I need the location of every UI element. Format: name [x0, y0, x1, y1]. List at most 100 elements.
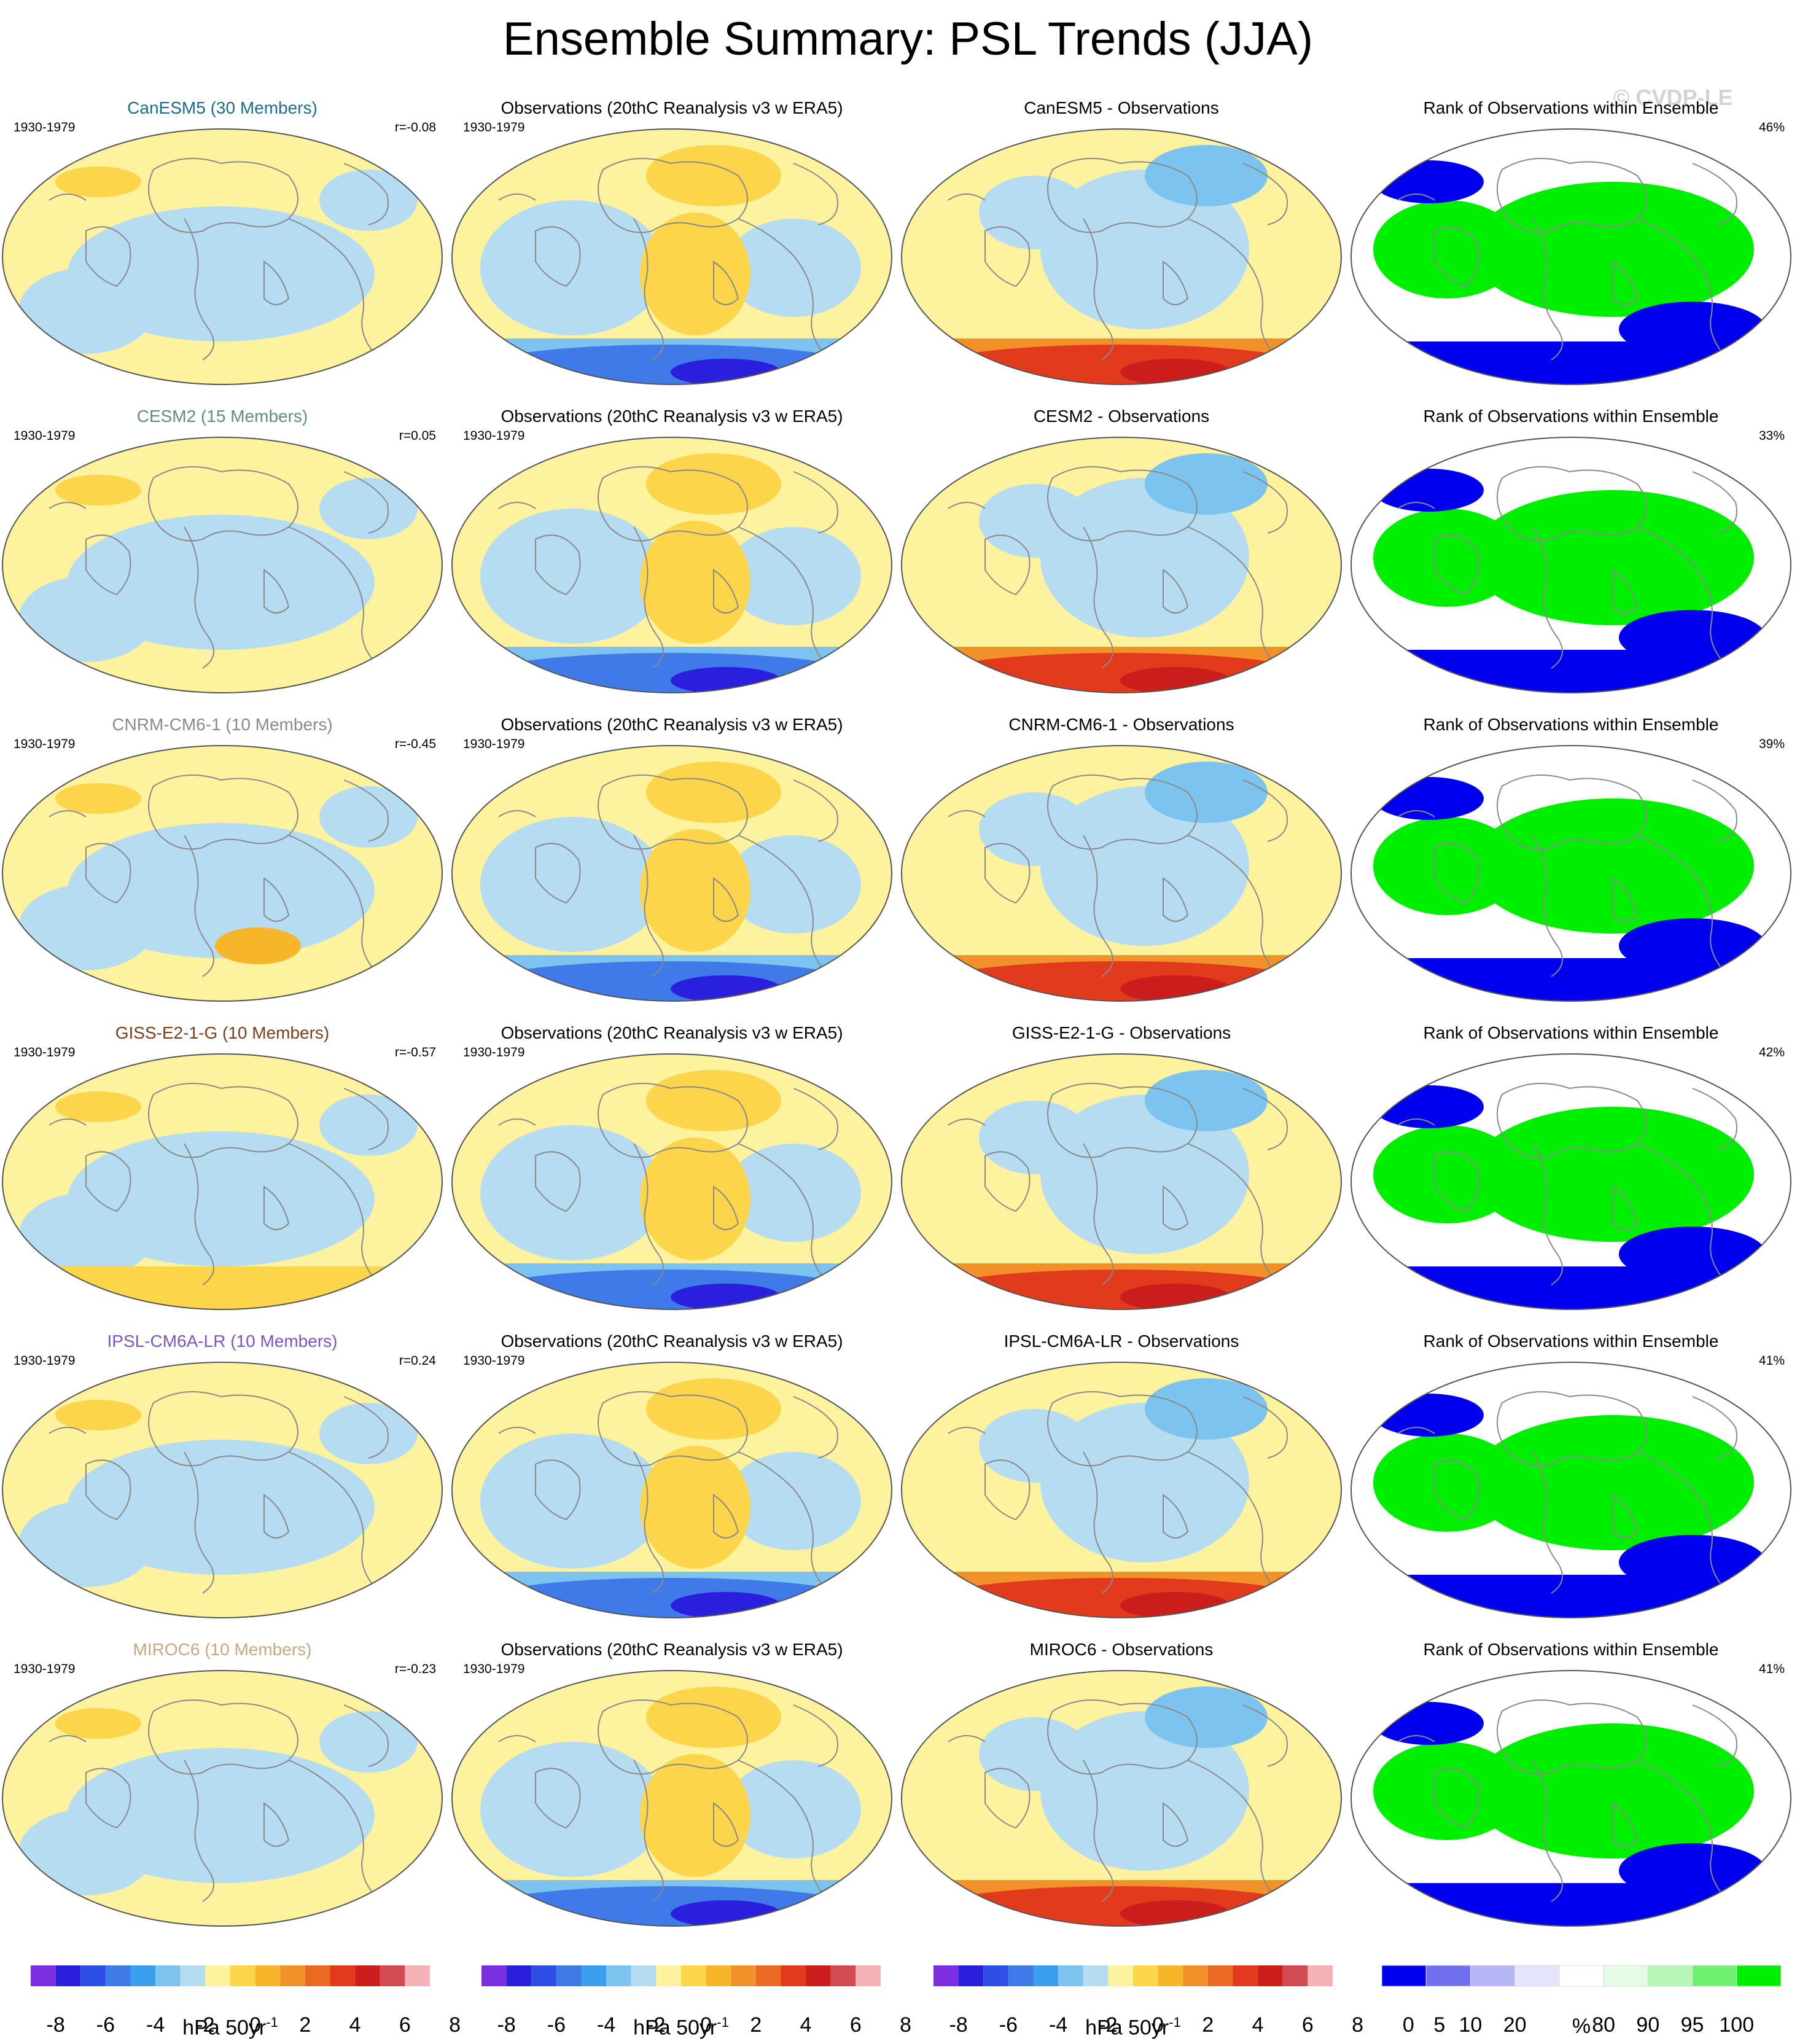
rank-panel: Rank of Observations within Ensemble 33% — [1349, 407, 1793, 695]
low-rank-region — [1351, 958, 1791, 1001]
positive-trend-region — [55, 166, 141, 197]
colorbar-tick-label: -6 — [999, 2013, 1018, 2037]
period-label: 1930-1979 — [14, 120, 76, 135]
period-label: 1930-1979 — [14, 1662, 76, 1676]
diff-title: CESM2 - Observations — [1033, 407, 1210, 426]
colorbar-swatch — [506, 1965, 532, 1986]
colorbar-tick-labels: 0 5 10 20 80 90 95 100 — [1382, 2013, 1781, 2038]
coastline — [1612, 569, 1639, 614]
coastline — [1532, 835, 1563, 977]
positive-trend-region — [640, 1754, 750, 1877]
obs-panel: Observations (20thC Reanalysis v3 w ERA5… — [450, 715, 894, 1004]
colorbar-tick-label: 8 — [449, 2013, 461, 2037]
colorbar-swatch — [55, 1965, 81, 1986]
map-outline — [901, 1362, 1342, 1618]
diff-panel: MIROC6 - Observations — [899, 1640, 1344, 1929]
colorbar-tick-label: -4 — [146, 2013, 165, 2037]
coastline — [1242, 1396, 1288, 1459]
colorbar-swatch — [230, 1965, 255, 1986]
coastline — [1163, 1802, 1189, 1847]
high-rank-region — [1471, 490, 1754, 625]
obs-map — [451, 745, 892, 1002]
coastline — [1187, 1451, 1274, 1588]
coastline — [1187, 218, 1274, 354]
coastline — [948, 1735, 986, 1742]
rank-panel: Rank of Observations within Ensemble 41% — [1349, 1640, 1793, 1929]
coastline — [633, 526, 664, 669]
trend-colorbar-swatches — [31, 1965, 430, 1986]
negative-trend-region — [1040, 170, 1249, 329]
coastline — [85, 843, 131, 904]
coastline — [535, 1459, 581, 1521]
negative-trend-region — [18, 1501, 154, 1587]
map-outline — [451, 437, 892, 693]
colorbar-swatch — [1736, 1965, 1782, 1987]
diff-panel: GISS-E2-1-G - Observations — [899, 1023, 1344, 1312]
trend-colorbar: -8 -6 -4 -2 0 2 4 6 8 — [31, 1965, 461, 2037]
positive-trend-region — [646, 1378, 781, 1440]
coastline — [633, 835, 664, 977]
colorbar-swatch — [1207, 1965, 1233, 1986]
coastline — [49, 810, 87, 817]
coastline — [49, 502, 87, 509]
units-text: hPa 50yr — [1085, 2016, 1169, 2040]
coastline — [1242, 163, 1288, 225]
positive-trend-region — [640, 1137, 750, 1260]
colorbar-swatch — [1425, 1965, 1471, 1987]
coastline — [633, 1760, 664, 1902]
model-title: CanESM5 (30 Members) — [127, 98, 318, 117]
rank-percentage: 39% — [1758, 737, 1785, 751]
colorbar-swatch — [1692, 1965, 1737, 1987]
rank-map — [1350, 1670, 1791, 1927]
rank-title: Rank of Observations within Ensemble — [1423, 407, 1719, 426]
colorbar-units: % — [1572, 2015, 1591, 2038]
colorbar-tick-label: -6 — [96, 2013, 115, 2037]
model-panel: CanESM5 (30 Members) 1930-1979 r=-0.08 — [0, 98, 445, 387]
coastline — [498, 1118, 536, 1126]
positive-trend-region — [55, 475, 141, 505]
coastline — [148, 1699, 298, 1775]
pattern-correlation: r=-0.23 — [394, 1662, 436, 1676]
colorbar-tick-label: -8 — [949, 2013, 968, 2037]
negative-trend-region — [726, 219, 861, 317]
high-rank-region — [1471, 1723, 1754, 1859]
colorbar-swatch — [481, 1965, 507, 1986]
coastline — [738, 1760, 825, 1896]
model-map — [2, 1670, 443, 1927]
obs-panel: Observations (20thC Reanalysis v3 w ERA5… — [450, 1332, 894, 1620]
model-title: CESM2 (15 Members) — [136, 407, 308, 426]
coastline — [1434, 1459, 1480, 1521]
coastline — [793, 1396, 838, 1459]
negative-trend-region — [480, 509, 664, 644]
obs-title: Observations (20thC Reanalysis v3 w ERA5… — [501, 1640, 843, 1659]
colorbar-swatch — [1559, 1965, 1604, 1987]
low-rank-region — [1619, 1535, 1766, 1590]
coastline — [49, 193, 87, 201]
map-outline — [2, 745, 443, 1002]
negative-trend-region — [726, 1144, 861, 1242]
coastline — [598, 1699, 748, 1775]
high-rank-region — [1373, 1125, 1521, 1223]
obs-title: Observations (20thC Reanalysis v3 w ERA5… — [501, 407, 843, 426]
negative-trend-region — [18, 1193, 154, 1279]
coastline — [984, 534, 1031, 596]
coastline — [1047, 1391, 1198, 1467]
obs-title: Observations (20thC Reanalysis v3 w ERA5… — [501, 1023, 843, 1042]
colorbar-tick-label: 2 — [750, 2013, 762, 2037]
negative-trend-region — [726, 1760, 861, 1859]
diff-title: GISS-E2-1-G - Observations — [1011, 1023, 1231, 1042]
map-outline — [451, 1670, 892, 1927]
negative-trend-region — [319, 1403, 418, 1464]
low-rank-region — [1351, 1883, 1791, 1926]
coastline — [713, 1185, 739, 1230]
positive-trend-region — [640, 213, 750, 335]
positive-trend-region — [55, 783, 141, 814]
colorbar-tick-label: 6 — [399, 2013, 411, 2037]
period-label: 1930-1979 — [463, 1662, 525, 1676]
rank-map — [1350, 1053, 1791, 1310]
trend-colorbar-swatches — [481, 1965, 881, 1986]
rank-title: Rank of Observations within Ensemble — [1423, 1640, 1719, 1659]
model-panel: CNRM-CM6-1 (10 Members) 1930-1979 r=-0.45 — [0, 715, 445, 1004]
colorbar-tick-label: 0 — [249, 2013, 262, 2037]
obs-map — [451, 1053, 892, 1310]
